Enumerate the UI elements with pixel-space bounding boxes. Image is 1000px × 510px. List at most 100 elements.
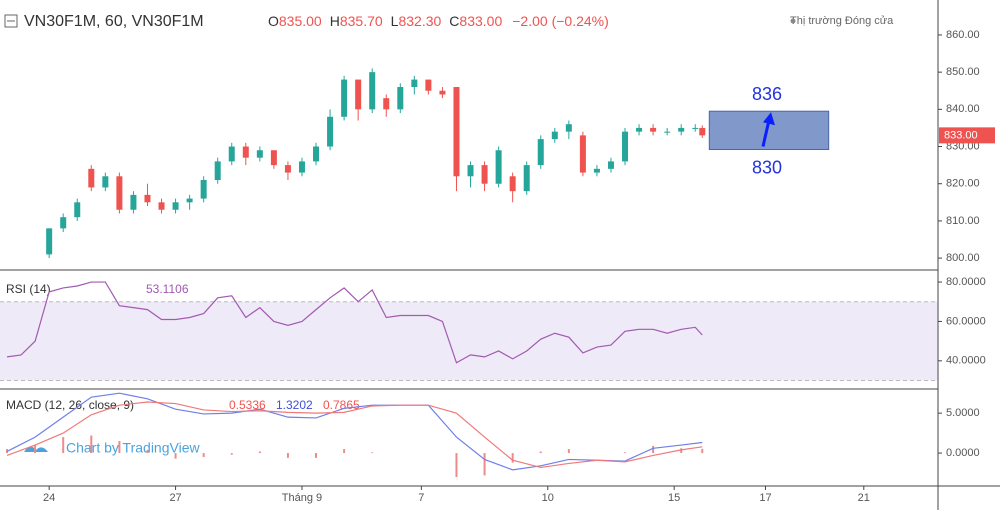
change: −2.00 (−0.24%) xyxy=(512,13,609,29)
candle-body xyxy=(523,165,530,192)
ohlc-value: 833.00 xyxy=(459,13,502,29)
candle-body xyxy=(88,168,95,188)
candle-body xyxy=(144,194,151,203)
annotation-upper: 836 xyxy=(752,84,782,104)
market-status: Thị trường Đóng cửa xyxy=(790,15,894,27)
ohlc-key: L xyxy=(391,13,399,29)
candle-body xyxy=(60,217,67,229)
symbol-title: VN30F1M, 60, VN30F1M xyxy=(24,13,204,30)
candle-body xyxy=(130,194,137,210)
status-dot xyxy=(790,18,796,24)
candle-body xyxy=(383,98,390,110)
candle-body xyxy=(397,87,404,110)
rsi-value: 53.1106 xyxy=(146,282,189,296)
rsi-band xyxy=(0,301,938,381)
x-tick-label: 21 xyxy=(858,492,870,504)
candle-body xyxy=(453,87,460,177)
candle-body xyxy=(158,202,165,210)
indicator-line xyxy=(6,281,703,364)
candle-body xyxy=(495,150,502,184)
y-tick-label: 810.00 xyxy=(946,215,980,227)
logo-text: Chart by TradingView xyxy=(66,440,200,456)
x-tick-label: 17 xyxy=(759,492,771,504)
candle-body xyxy=(565,124,572,132)
x-tick-label: 24 xyxy=(43,492,55,504)
y-tick-label: 800.00 xyxy=(946,252,980,264)
y-tick-label: 820.00 xyxy=(946,178,980,190)
candle-body xyxy=(186,198,193,203)
ohlc-key: C xyxy=(449,13,459,29)
y-tick-label: 40.0000 xyxy=(946,355,986,367)
candle-body xyxy=(228,146,235,162)
candle-body xyxy=(102,176,109,188)
candle-body xyxy=(46,228,53,255)
candle-body xyxy=(537,139,544,166)
y-tick-label: 60.0000 xyxy=(946,315,986,327)
candle-body xyxy=(369,72,376,110)
candle-body xyxy=(692,127,699,129)
x-tick-label: Tháng 9 xyxy=(282,492,322,504)
y-tick-label: 80.0000 xyxy=(946,276,986,288)
candle-body xyxy=(664,131,671,133)
candle-body xyxy=(607,161,614,169)
ohlc-value: 835.70 xyxy=(340,13,383,29)
logo-icon xyxy=(24,446,48,452)
macd-title: MACD (12, 26, close, 9) xyxy=(6,398,134,412)
candle-body xyxy=(355,79,362,110)
candle-body xyxy=(313,146,320,162)
candle-body xyxy=(509,176,516,192)
annotation-arrow xyxy=(761,119,771,147)
y-tick-label: 830.00 xyxy=(946,140,980,152)
y-tick-label: 0.0000 xyxy=(946,447,980,459)
rsi-title: RSI (14) xyxy=(6,282,51,296)
candle-body xyxy=(699,127,706,136)
candle-body xyxy=(481,165,488,184)
candle-body xyxy=(298,161,305,173)
x-tick-label: 10 xyxy=(542,492,554,504)
ohlc-value: 835.00 xyxy=(279,13,322,29)
ohlc-header: O835.00 H835.70 L832.30 C833.00 −2.00 (−0.24… xyxy=(268,13,609,29)
ohlc-value: 832.30 xyxy=(398,13,441,29)
collapse-icon[interactable] xyxy=(4,14,18,28)
candle-body xyxy=(327,116,334,147)
candle-body xyxy=(622,131,629,162)
candle-body xyxy=(678,127,685,132)
indicator-line xyxy=(6,401,703,469)
candle-body xyxy=(242,146,249,158)
y-tick-label: 860.00 xyxy=(946,29,980,41)
x-tick-label: 27 xyxy=(169,492,181,504)
y-tick-label: 5.0000 xyxy=(946,407,980,419)
price-label: 833.00 xyxy=(944,129,978,141)
ohlc-key: O xyxy=(268,13,279,29)
candle-body xyxy=(341,79,348,117)
candle-body xyxy=(593,168,600,173)
candle-body xyxy=(172,202,179,210)
price-label-box xyxy=(939,127,995,144)
y-tick-label: 850.00 xyxy=(946,66,980,78)
candle-body xyxy=(650,127,657,132)
candle-body xyxy=(467,165,474,177)
candle-body xyxy=(579,135,586,173)
macd-hist-value: 0.5336 xyxy=(229,398,266,412)
candle-body xyxy=(270,150,277,166)
candle-body xyxy=(439,90,446,95)
candle-body xyxy=(411,79,418,88)
candle-body xyxy=(74,202,81,218)
x-tick-label: 15 xyxy=(668,492,680,504)
candle-body xyxy=(214,161,221,180)
signal-value: 0.7865 xyxy=(323,398,360,412)
macd-value: 1.3202 xyxy=(276,398,313,412)
indicator-line xyxy=(6,392,703,471)
candle-body xyxy=(636,127,643,132)
candle-body xyxy=(551,131,558,140)
x-tick-label: 7 xyxy=(418,492,424,504)
candle-body xyxy=(425,79,432,91)
annotation-lower: 830 xyxy=(752,157,782,177)
candle-body xyxy=(116,176,123,210)
candle-body xyxy=(256,150,263,158)
candle-body xyxy=(200,180,207,199)
annotation-arrowhead xyxy=(762,112,775,126)
candle-body xyxy=(284,165,291,173)
